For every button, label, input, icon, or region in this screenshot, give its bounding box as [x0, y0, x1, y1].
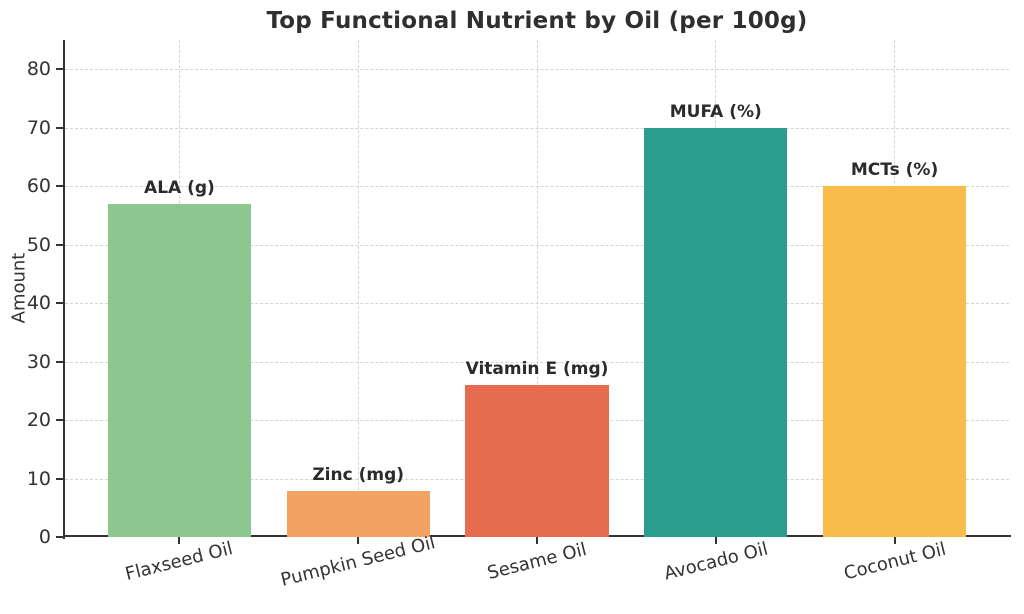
chart-title: Top Functional Nutrient by Oil (per 100g… — [266, 8, 808, 34]
bar-value-label: Vitamin E (mg) — [465, 358, 609, 379]
x-tick-label: Flaxseed Oil — [123, 538, 236, 585]
y-tick-mark — [56, 243, 63, 246]
v-gridline — [357, 40, 359, 535]
bar-value-label: ALA (g) — [144, 177, 215, 198]
x-tick-label: Sesame Oil — [485, 539, 589, 584]
bar — [465, 384, 609, 537]
x-tick-mark — [536, 537, 538, 544]
x-tick-mark — [178, 537, 181, 544]
bar-value-label: MUFA (%) — [669, 101, 762, 122]
bar — [823, 186, 967, 537]
y-tick-label: 20 — [26, 409, 51, 432]
y-tick-label: 40 — [26, 292, 51, 315]
y-tick-mark — [56, 126, 63, 129]
bar-value-label: MCTs (%) — [850, 160, 939, 181]
y-tick-label: 30 — [26, 350, 51, 373]
bar — [286, 491, 430, 537]
y-tick-mark — [56, 185, 63, 188]
y-tick-label: 80 — [26, 58, 51, 81]
y-tick-label: 50 — [26, 233, 51, 256]
y-tick-label: 10 — [26, 467, 51, 490]
v-gridline — [536, 40, 538, 535]
bar — [107, 203, 251, 537]
y-tick-label: 60 — [26, 175, 51, 198]
y-tick-mark — [56, 302, 63, 305]
plot-area: 0 10 20 30 40 50 60 70 80 ALA (g) Flaxseed Oil Zinc… — [27, 40, 1011, 591]
y-tick-mark — [56, 536, 63, 538]
x-tick-mark — [893, 537, 896, 544]
x-tick-label: Coconut Oil — [841, 538, 948, 585]
x-tick-mark — [714, 537, 717, 544]
bar — [644, 127, 788, 537]
y-tick-label: 70 — [26, 116, 51, 139]
y-tick-mark — [56, 419, 63, 422]
y-tick-mark — [56, 68, 63, 71]
bar-value-label: Zinc (mg) — [312, 465, 405, 486]
y-tick-mark — [56, 477, 63, 480]
y-tick-label: 0 — [38, 526, 51, 548]
left-spine — [63, 40, 65, 539]
y-tick-mark — [56, 360, 63, 363]
x-tick-label: Avocado Oil — [661, 538, 770, 585]
x-tick-mark — [357, 537, 360, 544]
